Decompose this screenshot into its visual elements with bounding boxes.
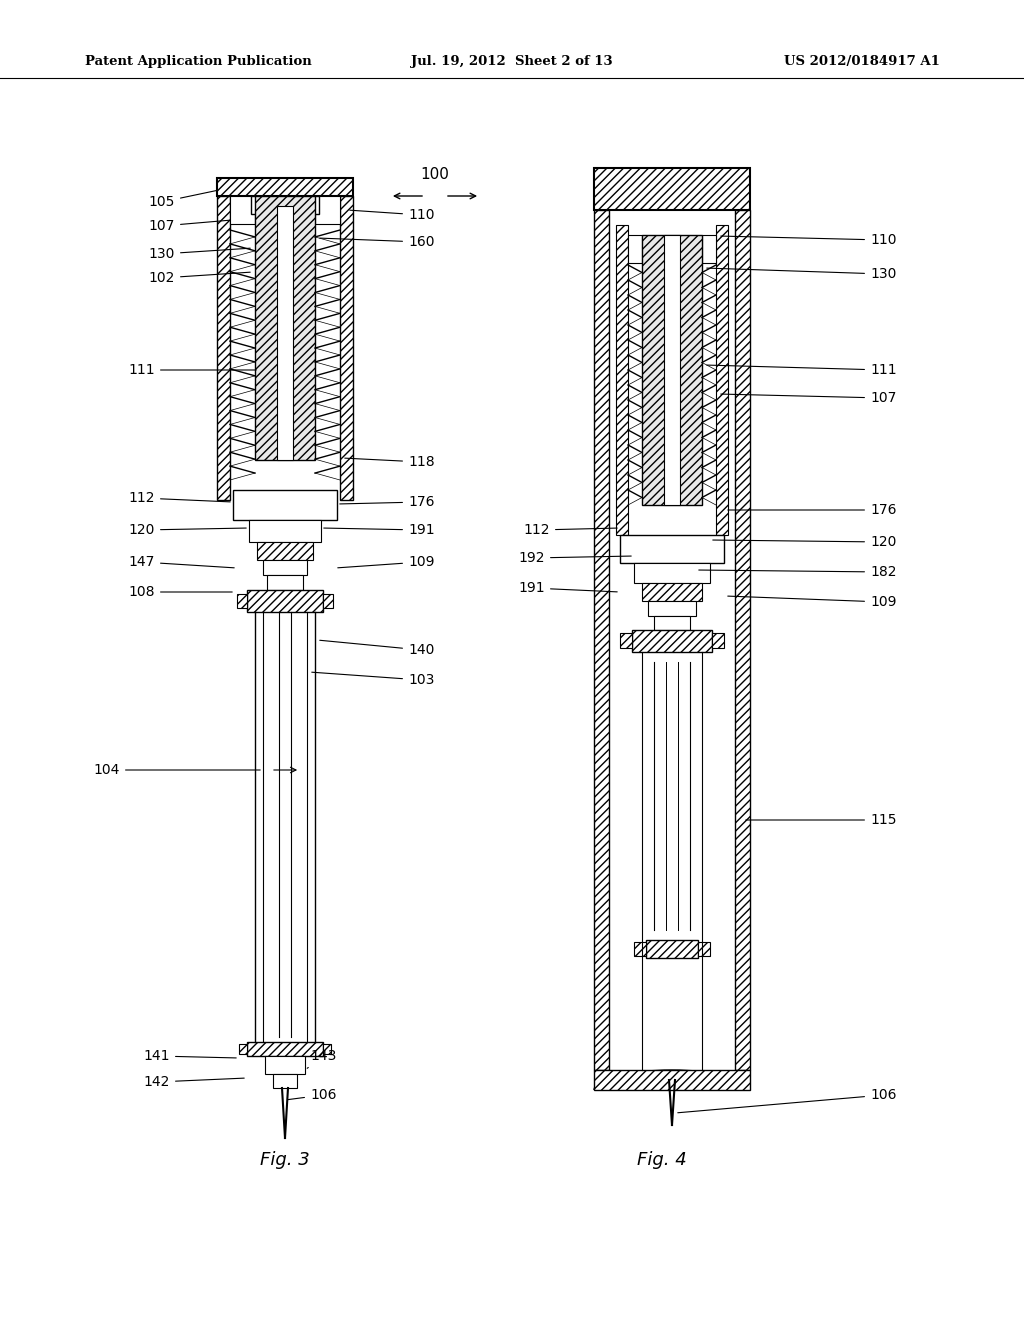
Bar — [716, 224, 728, 535]
Text: 108: 108 — [128, 585, 232, 599]
Bar — [698, 942, 710, 956]
Bar — [273, 1074, 297, 1088]
Bar — [340, 195, 353, 500]
Bar — [239, 1044, 247, 1053]
Text: 141: 141 — [143, 1049, 237, 1063]
Bar — [634, 564, 710, 583]
Bar — [315, 195, 340, 224]
Bar — [620, 535, 724, 564]
Text: 104: 104 — [93, 763, 260, 777]
Text: 142: 142 — [143, 1074, 244, 1089]
Text: 176: 176 — [728, 503, 896, 517]
Bar — [247, 1041, 323, 1056]
Bar — [251, 195, 319, 214]
Bar — [664, 235, 680, 506]
Text: 100: 100 — [421, 168, 450, 182]
Text: 109: 109 — [728, 595, 896, 609]
Bar — [594, 210, 609, 1071]
Text: 192: 192 — [518, 550, 631, 565]
Text: 140: 140 — [319, 640, 434, 657]
Bar — [237, 594, 247, 609]
Text: 130: 130 — [148, 247, 250, 261]
Text: 109: 109 — [338, 554, 434, 569]
Bar — [217, 195, 230, 500]
Bar — [255, 195, 315, 459]
Text: 160: 160 — [319, 235, 434, 249]
Bar — [620, 634, 632, 648]
Bar — [217, 178, 353, 195]
Bar — [642, 235, 702, 506]
Bar — [642, 583, 702, 601]
Text: 176: 176 — [340, 495, 434, 510]
Text: 105: 105 — [148, 190, 216, 209]
Text: 118: 118 — [345, 455, 434, 469]
Bar — [323, 1044, 331, 1053]
Text: US 2012/0184917 A1: US 2012/0184917 A1 — [784, 55, 940, 69]
Text: 191: 191 — [518, 581, 617, 595]
Text: 103: 103 — [311, 672, 434, 686]
Text: 107: 107 — [721, 391, 896, 405]
Text: 111: 111 — [707, 363, 897, 378]
Text: 106: 106 — [288, 1088, 337, 1102]
Text: Fig. 4: Fig. 4 — [637, 1151, 687, 1170]
Bar — [648, 601, 696, 616]
Text: 182: 182 — [698, 565, 896, 579]
Bar — [257, 543, 313, 560]
Text: 120: 120 — [713, 535, 896, 549]
Bar — [646, 940, 698, 958]
Text: 106: 106 — [678, 1088, 896, 1113]
Bar — [628, 235, 642, 263]
Bar — [230, 195, 255, 224]
Text: 110: 110 — [721, 234, 896, 247]
Text: Fig. 3: Fig. 3 — [260, 1151, 310, 1170]
Text: 115: 115 — [745, 813, 896, 828]
Bar — [267, 576, 303, 590]
Text: 191: 191 — [324, 523, 434, 537]
Bar — [594, 168, 750, 210]
Bar — [616, 224, 628, 535]
Text: 112: 112 — [523, 523, 617, 537]
Bar — [712, 634, 724, 648]
Bar — [594, 1071, 750, 1090]
Bar — [632, 630, 712, 652]
Bar — [323, 594, 333, 609]
Bar — [654, 616, 690, 630]
Bar — [278, 206, 293, 459]
Text: 130: 130 — [707, 267, 896, 281]
Text: 107: 107 — [148, 219, 229, 234]
Bar — [735, 210, 750, 1071]
Text: 102: 102 — [148, 271, 250, 285]
Text: 110: 110 — [350, 209, 434, 222]
Bar — [233, 490, 337, 520]
Text: 111: 111 — [128, 363, 256, 378]
Text: 143: 143 — [307, 1049, 336, 1068]
Text: Patent Application Publication: Patent Application Publication — [85, 55, 311, 69]
Bar — [249, 520, 321, 543]
Text: 120: 120 — [129, 523, 246, 537]
Bar — [702, 235, 716, 263]
Text: 112: 112 — [128, 491, 230, 506]
Bar — [247, 590, 323, 612]
Text: 147: 147 — [129, 554, 234, 569]
Bar — [265, 1056, 305, 1074]
Bar — [634, 942, 646, 956]
Text: Jul. 19, 2012  Sheet 2 of 13: Jul. 19, 2012 Sheet 2 of 13 — [412, 55, 612, 69]
Bar — [263, 560, 307, 576]
